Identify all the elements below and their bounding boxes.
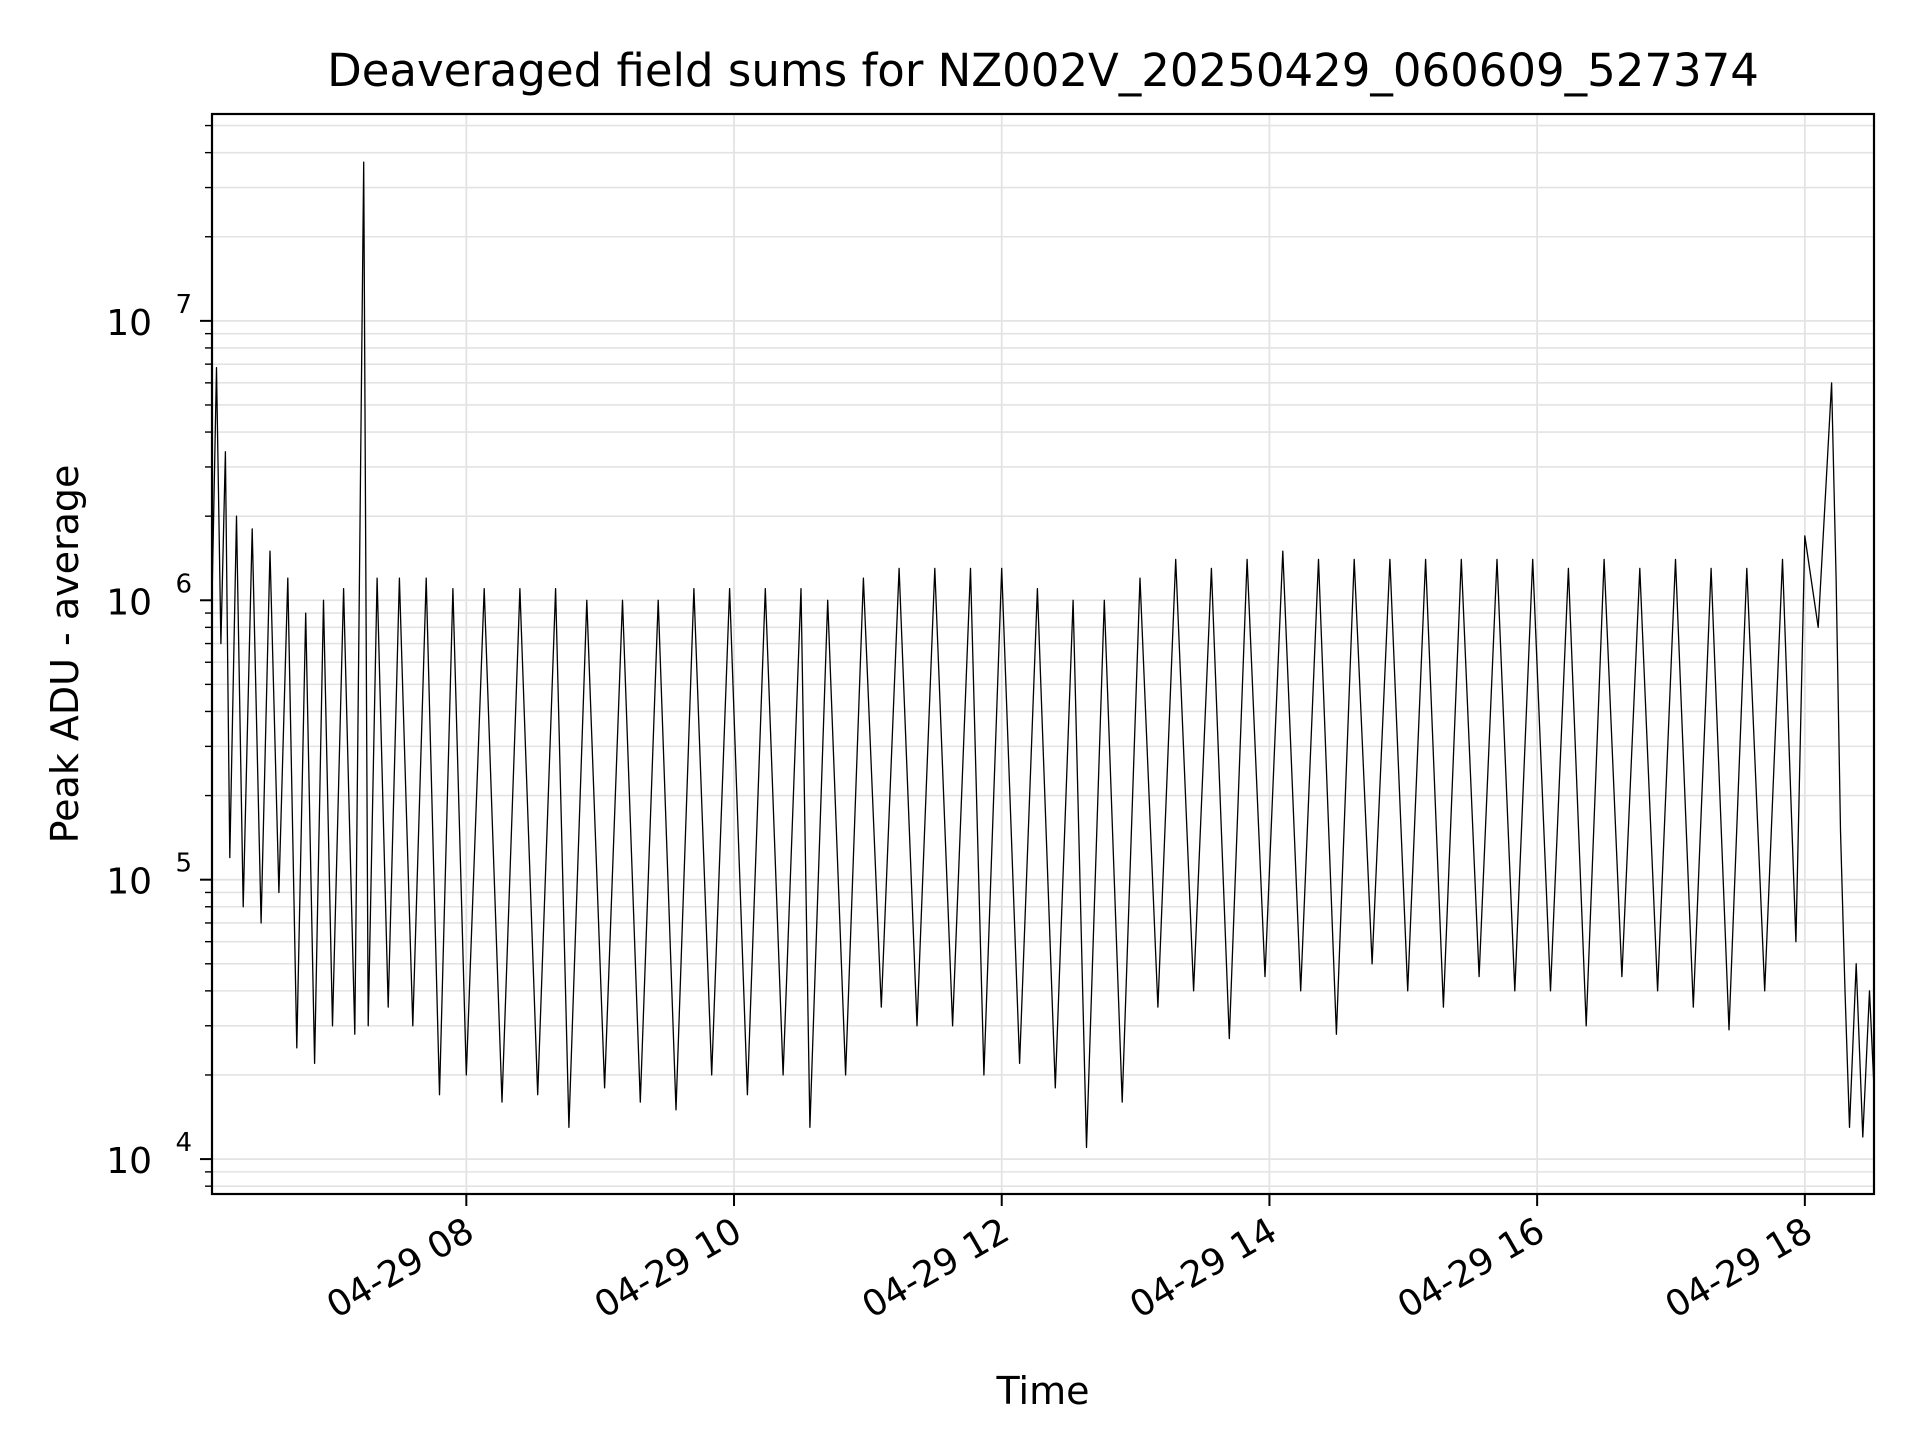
axes-frame <box>210 112 1876 1196</box>
x-axis-label: Time <box>996 1369 1090 1413</box>
series-layer <box>211 161 1875 1149</box>
chart-title: Deaveraged field sums for NZ002V_2025042… <box>327 44 1759 97</box>
x-tick-label: 04-29 08 <box>320 1210 481 1326</box>
x-tick-label: 04-29 12 <box>856 1210 1017 1326</box>
y-tick-label: 10 <box>106 862 152 903</box>
x-tick-label: 04-29 16 <box>1391 1210 1552 1326</box>
y-tick-label-exponent: 5 <box>175 849 192 879</box>
x-tick-label: 04-29 14 <box>1123 1210 1284 1326</box>
y-axis-label: Peak ADU - average <box>43 465 87 844</box>
x-tick-label: 04-29 10 <box>588 1210 749 1326</box>
x-tick-label: 04-29 18 <box>1659 1210 1820 1326</box>
grid-layer <box>212 114 1874 1194</box>
y-tick-label: 10 <box>106 1141 152 1182</box>
y-tick-label-exponent: 7 <box>175 290 192 320</box>
y-tick-label-exponent: 6 <box>175 569 192 599</box>
tick-layer: 10 4 10 5 10 6 10 7 04-29 08 04-29 10 04-29 12 04-2… <box>106 124 1820 1327</box>
y-tick-label: 10 <box>106 303 152 344</box>
y-tick-label: 10 <box>106 582 152 623</box>
y-tick-label-exponent: 4 <box>175 1128 192 1158</box>
series-line <box>211 161 1875 1149</box>
